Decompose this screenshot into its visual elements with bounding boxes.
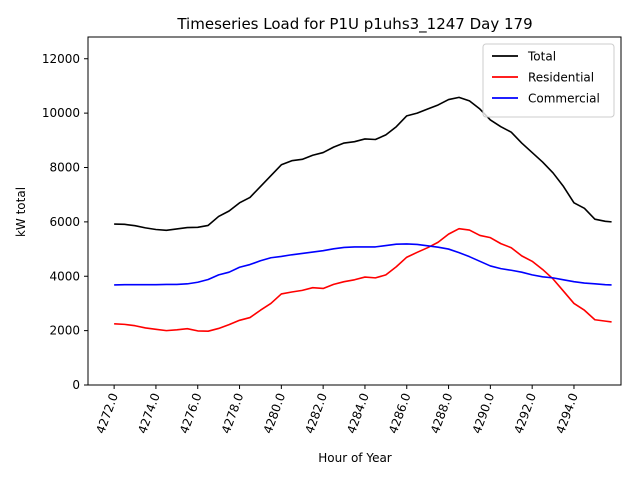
chart-title: Timeseries Load for P1U p1uhs3_1247 Day … — [176, 15, 532, 34]
y-tick-label: 8000 — [49, 161, 80, 175]
y-tick-label: 6000 — [49, 215, 80, 229]
series-line-residential — [114, 227, 612, 332]
legend-label-residential: Residential — [528, 71, 594, 85]
legend-label-commercial: Commercial — [528, 92, 600, 106]
y-tick-label: 2000 — [49, 324, 80, 338]
series-line-total — [114, 96, 612, 232]
y-tick-label: 4000 — [49, 269, 80, 283]
axes-frame — [87, 36, 622, 386]
legend-label-total: Total — [527, 50, 556, 64]
series-layer — [114, 96, 612, 332]
x-axis-label: Hour of Year — [318, 451, 392, 465]
series-line-commercial — [114, 243, 612, 286]
y-tick-label: 10000 — [42, 106, 80, 120]
y-tick-label: 0 — [72, 378, 80, 392]
y-tick-label: 12000 — [42, 52, 80, 66]
y-axis-label: kW total — [14, 187, 28, 237]
legend: Total Residential Commercial — [482, 43, 615, 118]
